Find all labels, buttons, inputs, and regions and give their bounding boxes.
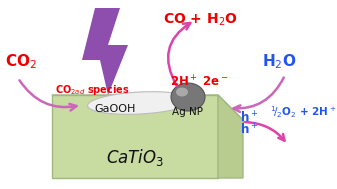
Polygon shape	[52, 95, 243, 120]
Text: h$^+$: h$^+$	[240, 122, 258, 138]
Text: Ag NP: Ag NP	[173, 107, 204, 117]
Text: h$^+$: h$^+$	[240, 110, 258, 126]
Polygon shape	[218, 95, 243, 178]
Text: CO$_{2ad}$ species: CO$_{2ad}$ species	[55, 83, 129, 97]
Text: GaOOH: GaOOH	[94, 104, 136, 114]
Text: $^1\!/_2$O$_2$ + 2H$^+$: $^1\!/_2$O$_2$ + 2H$^+$	[270, 104, 336, 120]
Ellipse shape	[176, 88, 188, 97]
Text: 2H$^+$ 2e$^-$: 2H$^+$ 2e$^-$	[170, 74, 228, 90]
Polygon shape	[82, 8, 128, 95]
Ellipse shape	[88, 92, 192, 114]
Polygon shape	[52, 95, 218, 178]
Text: H$_2$O: H$_2$O	[262, 53, 297, 71]
Text: CO$_2$: CO$_2$	[5, 53, 37, 71]
Ellipse shape	[171, 83, 205, 111]
Text: CaTiO$_3$: CaTiO$_3$	[106, 147, 164, 169]
Text: CO + H$_2$O: CO + H$_2$O	[163, 12, 237, 28]
